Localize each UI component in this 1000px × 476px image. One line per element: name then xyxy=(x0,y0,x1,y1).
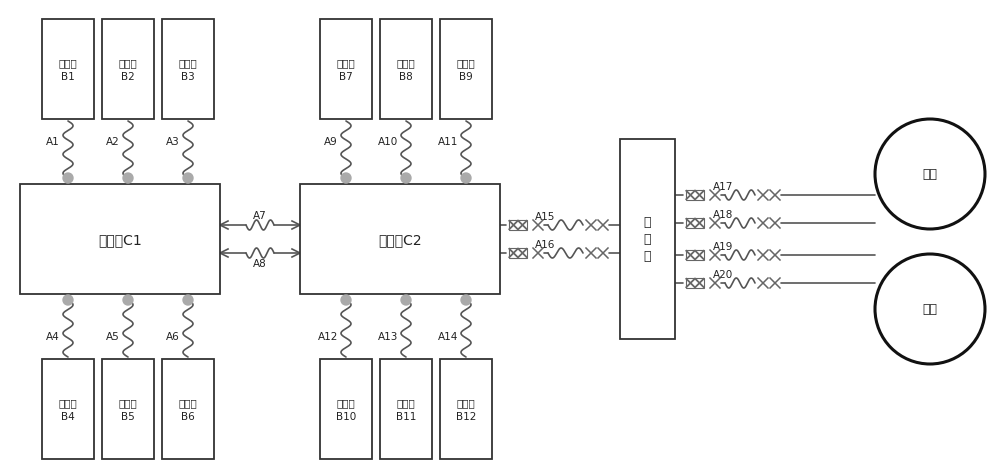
FancyBboxPatch shape xyxy=(440,20,492,120)
Text: A19: A19 xyxy=(713,241,733,251)
FancyBboxPatch shape xyxy=(102,359,154,459)
Text: A11: A11 xyxy=(438,137,458,147)
Text: A4: A4 xyxy=(46,332,60,342)
Circle shape xyxy=(341,174,351,184)
Circle shape xyxy=(183,174,193,184)
Text: A20: A20 xyxy=(713,269,733,279)
Circle shape xyxy=(875,255,985,364)
Circle shape xyxy=(875,120,985,229)
FancyBboxPatch shape xyxy=(380,359,432,459)
Text: A5: A5 xyxy=(106,332,120,342)
Text: A13: A13 xyxy=(378,332,398,342)
FancyBboxPatch shape xyxy=(440,359,492,459)
Text: A9: A9 xyxy=(324,137,338,147)
Text: A2: A2 xyxy=(106,137,120,147)
Text: 分
流
樿: 分 流 樿 xyxy=(644,216,651,263)
Text: 压裂车
B1: 压裂车 B1 xyxy=(59,58,77,81)
Text: 压裂车
B7: 压裂车 B7 xyxy=(337,58,355,81)
FancyBboxPatch shape xyxy=(380,20,432,120)
Text: A1: A1 xyxy=(46,137,60,147)
Text: 压裂车
B12: 压裂车 B12 xyxy=(456,397,476,421)
Circle shape xyxy=(461,174,471,184)
Text: 压裂车
B8: 压裂车 B8 xyxy=(397,58,415,81)
Text: 压裂车
B2: 压裂车 B2 xyxy=(119,58,137,81)
Text: 压裂车
B10: 压裂车 B10 xyxy=(336,397,356,421)
Circle shape xyxy=(63,174,73,184)
FancyBboxPatch shape xyxy=(42,359,94,459)
Text: 压裂车
B3: 压裂车 B3 xyxy=(179,58,197,81)
Circle shape xyxy=(341,296,351,306)
Text: 压裂车
B11: 压裂车 B11 xyxy=(396,397,416,421)
Circle shape xyxy=(123,296,133,306)
Text: 压裂车
B4: 压裂车 B4 xyxy=(59,397,77,421)
Circle shape xyxy=(63,296,73,306)
Text: A12: A12 xyxy=(318,332,338,342)
Text: 压裂车
B9: 压裂车 B9 xyxy=(457,58,475,81)
FancyBboxPatch shape xyxy=(162,359,214,459)
Text: 管汇樿C1: 管汇樿C1 xyxy=(98,232,142,247)
Circle shape xyxy=(461,296,471,306)
Circle shape xyxy=(123,174,133,184)
Text: A15: A15 xyxy=(535,211,555,221)
Text: A18: A18 xyxy=(713,209,733,219)
Text: A10: A10 xyxy=(378,137,398,147)
Text: A3: A3 xyxy=(166,137,180,147)
Text: A8: A8 xyxy=(253,258,267,268)
Text: A17: A17 xyxy=(713,182,733,192)
Text: 压裂车
B6: 压裂车 B6 xyxy=(179,397,197,421)
FancyBboxPatch shape xyxy=(162,20,214,120)
Circle shape xyxy=(401,296,411,306)
Text: A7: A7 xyxy=(253,210,267,220)
Text: A16: A16 xyxy=(535,239,555,249)
Text: 井口: 井口 xyxy=(922,168,938,181)
FancyBboxPatch shape xyxy=(320,20,372,120)
Circle shape xyxy=(183,296,193,306)
Text: 井口: 井口 xyxy=(922,303,938,316)
Text: A14: A14 xyxy=(438,332,458,342)
Text: 压裂车
B5: 压裂车 B5 xyxy=(119,397,137,421)
Text: A6: A6 xyxy=(166,332,180,342)
Text: 管汇樿C2: 管汇樿C2 xyxy=(378,232,422,247)
FancyBboxPatch shape xyxy=(320,359,372,459)
FancyBboxPatch shape xyxy=(42,20,94,120)
FancyBboxPatch shape xyxy=(620,140,675,339)
FancyBboxPatch shape xyxy=(300,185,500,294)
FancyBboxPatch shape xyxy=(20,185,220,294)
Circle shape xyxy=(401,174,411,184)
FancyBboxPatch shape xyxy=(102,20,154,120)
